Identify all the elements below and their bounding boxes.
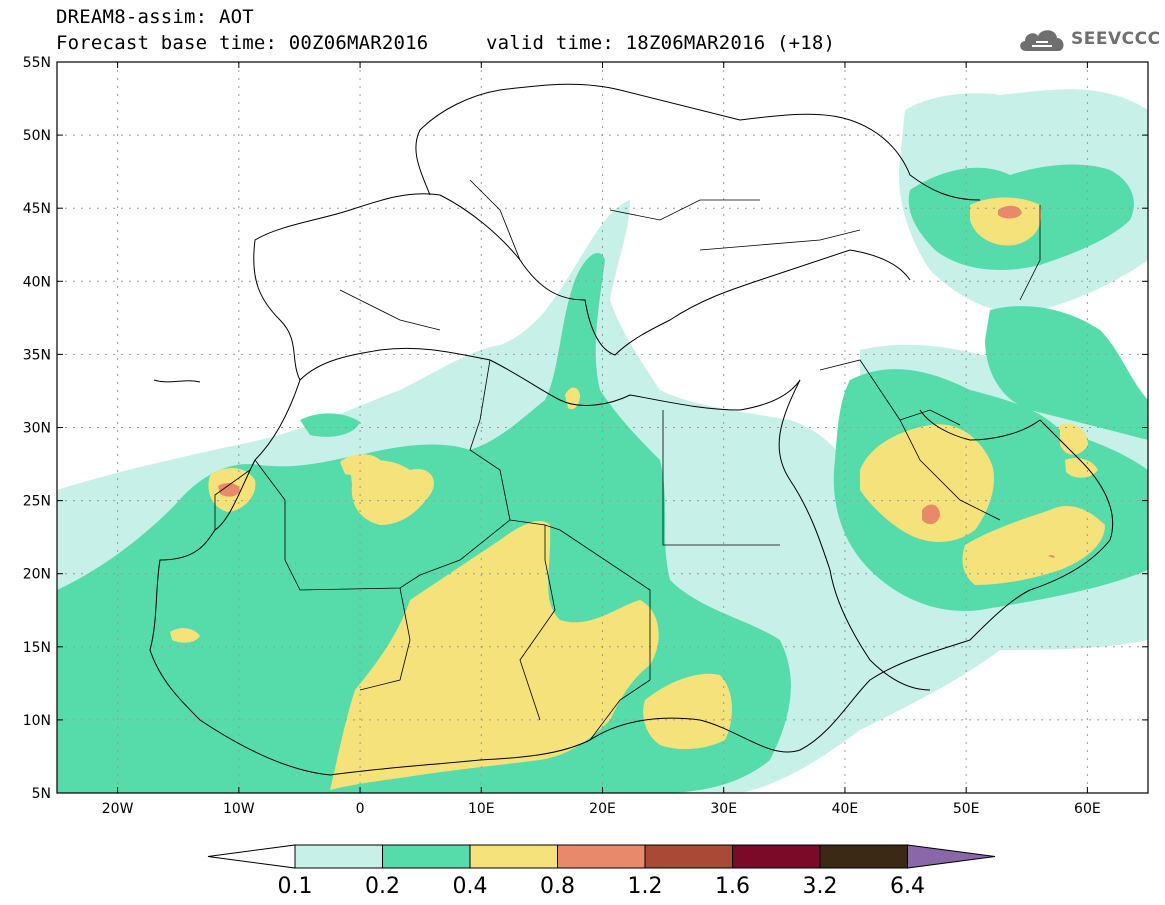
lat-label: 15N — [23, 640, 51, 656]
lat-label: 45N — [23, 201, 51, 217]
valid-time: valid time: 18Z06MAR2016 (+18) — [486, 32, 836, 54]
lon-label: 20E — [589, 801, 616, 817]
colorbar-low-arrow — [207, 844, 296, 869]
cloud-icon — [1020, 30, 1064, 51]
colorbar — [207, 844, 996, 869]
forecast-base-time: Forecast base time: 00Z06MAR2016 — [56, 32, 429, 54]
country-borders — [214, 179, 1041, 741]
colorbar-segment — [469, 844, 558, 869]
colorbar-label: 0.8 — [540, 874, 575, 899]
colorbar-label: 3.2 — [803, 874, 838, 899]
colorbar-labels: 0.1 0.2 0.4 0.8 1.2 1.6 3.2 6.4 — [278, 874, 926, 899]
lon-label: 50E — [953, 801, 980, 817]
aot-level-0-4 — [170, 197, 1105, 790]
colorbar-label: 0.2 — [365, 874, 400, 899]
graticule — [57, 62, 1148, 793]
lat-label: 5N — [32, 786, 51, 802]
lat-label: 30N — [23, 421, 51, 437]
lon-label: 10W — [223, 801, 255, 817]
lon-label: 0 — [356, 801, 365, 817]
colorbar-segment — [819, 844, 908, 869]
lon-label: 60E — [1074, 801, 1101, 817]
colorbar-segment — [732, 844, 821, 869]
seevccc-logo: SEEVCCC — [1016, 22, 1161, 56]
colorbar-label: 6.4 — [890, 874, 925, 899]
colorbar-segment — [382, 844, 471, 869]
lat-label: 10N — [23, 713, 51, 729]
colorbar-label: 0.1 — [278, 874, 313, 899]
lon-label: 30E — [710, 801, 737, 817]
lat-label: 50N — [23, 128, 51, 144]
lon-label: 20W — [102, 801, 134, 817]
colorbar-high-arrow — [907, 844, 996, 869]
lat-label: 55N — [23, 55, 51, 71]
aot-field — [57, 62, 1148, 793]
colorbar-label: 0.4 — [453, 874, 488, 899]
lon-label: 10E — [468, 801, 495, 817]
aot-level-0-8 — [218, 205, 1055, 558]
longitude-labels: 20W 10W 0 10E 20E 30E 40E 50E 60E — [102, 801, 1101, 817]
colorbar-label: 1.6 — [715, 874, 750, 899]
coastlines — [149, 83, 1114, 776]
colorbar-segment — [294, 844, 383, 869]
colorbar-label: 1.2 — [628, 874, 663, 899]
lat-label: 20N — [23, 567, 51, 583]
lat-label: 25N — [23, 494, 51, 510]
lat-label: 35N — [23, 347, 51, 363]
latitude-labels: 55N 50N 45N 40N 35N 30N 25N 20N 15N 10N 5N — [23, 55, 51, 802]
product-title: DREAM8-assim: AOT — [56, 6, 254, 28]
colorbar-segment — [644, 844, 733, 869]
colorbar-segment — [557, 844, 646, 869]
axis-ticks — [57, 61, 1148, 794]
lat-label: 40N — [23, 274, 51, 290]
logo-text: SEEVCCC — [1071, 29, 1161, 49]
lon-label: 40E — [832, 801, 859, 817]
